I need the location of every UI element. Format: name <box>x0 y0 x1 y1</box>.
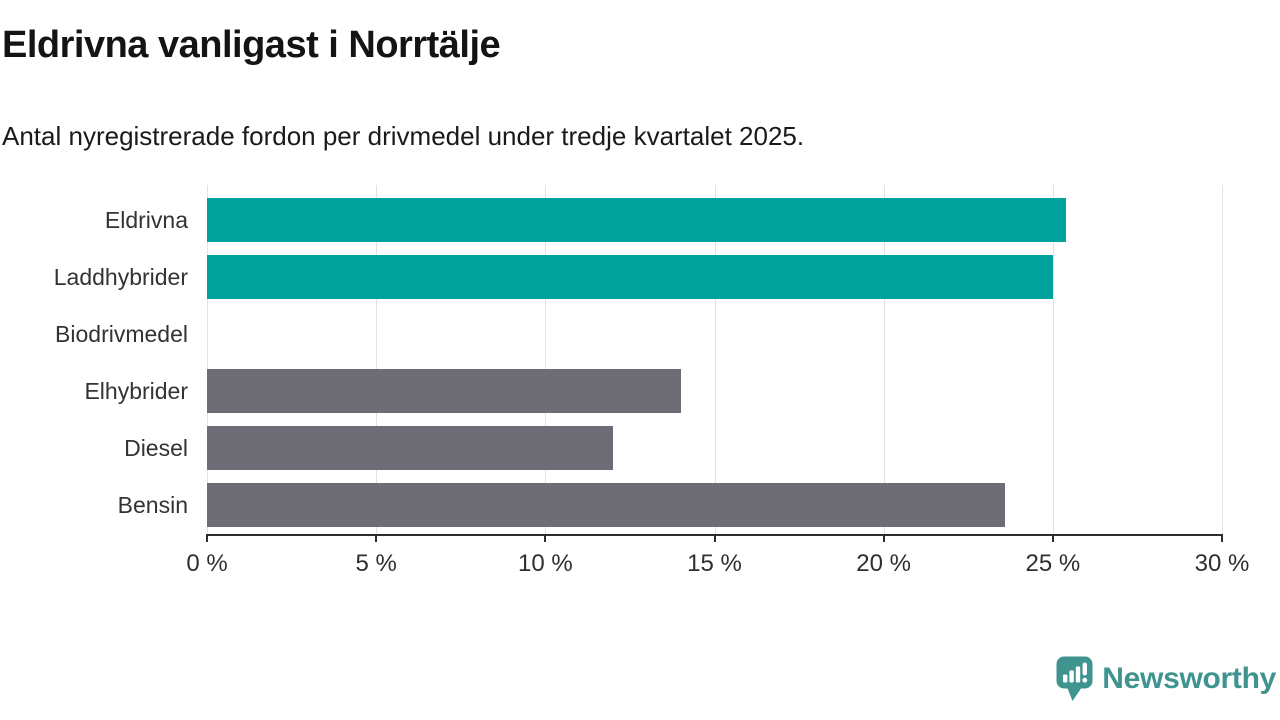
x-tick-label-30: 30 % <box>1194 550 1250 577</box>
gridline-5 <box>376 185 378 534</box>
gridline-20 <box>883 185 885 534</box>
y-axis-labels: Eldrivna Laddhybrider Biodrivmedel Elhybrid… <box>0 185 188 534</box>
axis-tick-10 <box>544 534 547 542</box>
x-axis-labels: 0 % 5 % 10 % 15 % 20 % 25 % 30 % <box>186 536 1249 577</box>
bar-bensin <box>207 483 1006 527</box>
category-label-bensin: Bensin <box>117 492 188 518</box>
axis-tick-25 <box>1051 534 1054 542</box>
x-tick-label-15: 15 % <box>687 550 742 577</box>
category-label-elhybrider: Elhybrider <box>84 378 188 404</box>
axis-tick-15 <box>713 534 716 542</box>
chart-subtitle: Antal nyregistrerade fordon per drivmede… <box>2 121 805 151</box>
axis-tick-30 <box>1221 534 1223 542</box>
gridline-10 <box>545 185 547 534</box>
x-tick-label-0: 0 % <box>186 550 228 577</box>
bar-elhybrider <box>207 369 681 413</box>
plot-area <box>206 185 1223 542</box>
gridline-30 <box>1222 185 1223 534</box>
x-tick-label-20: 20 % <box>856 550 912 577</box>
bar-eldrivna <box>207 198 1067 242</box>
bar-laddhybrider <box>207 255 1053 299</box>
category-label-biodrivmedel: Biodrivmedel <box>55 321 188 347</box>
axis-tick-5 <box>375 534 378 542</box>
x-tick-label-5: 5 % <box>355 550 397 577</box>
category-label-eldrivna: Eldrivna <box>104 207 188 233</box>
category-label-diesel: Diesel <box>124 435 188 461</box>
axis-tick-20 <box>882 534 885 542</box>
gridline-25 <box>1052 185 1054 534</box>
x-tick-label-10: 10 % <box>517 550 573 577</box>
bar-diesel <box>207 426 613 470</box>
x-tick-label-25: 25 % <box>1025 550 1081 577</box>
chart-title: Eldrivna vanligast i Norrtälje <box>2 24 501 66</box>
gridline-15 <box>714 185 716 534</box>
newsworthy-speech-bubble-chart-icon <box>1056 656 1093 701</box>
gridline-0 <box>207 185 208 534</box>
newsworthy-wordmark: Newsworthy <box>1102 662 1276 695</box>
newsworthy-logo: Newsworthy <box>1056 656 1276 702</box>
axis-tick-0 <box>206 534 208 542</box>
category-label-laddhybrider: Laddhybrider <box>53 264 188 290</box>
